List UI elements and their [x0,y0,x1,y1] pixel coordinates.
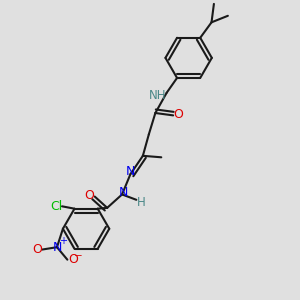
Text: O: O [84,188,94,202]
Text: O: O [68,253,78,266]
Text: N: N [119,186,128,199]
Text: Cl: Cl [50,200,62,213]
Text: +: + [59,236,67,246]
Text: O: O [32,243,42,256]
Text: O: O [174,108,184,121]
Text: N: N [126,165,135,178]
Text: N: N [52,241,62,254]
Text: NH: NH [149,89,166,102]
Text: H: H [136,196,145,209]
Text: −: − [74,251,83,261]
